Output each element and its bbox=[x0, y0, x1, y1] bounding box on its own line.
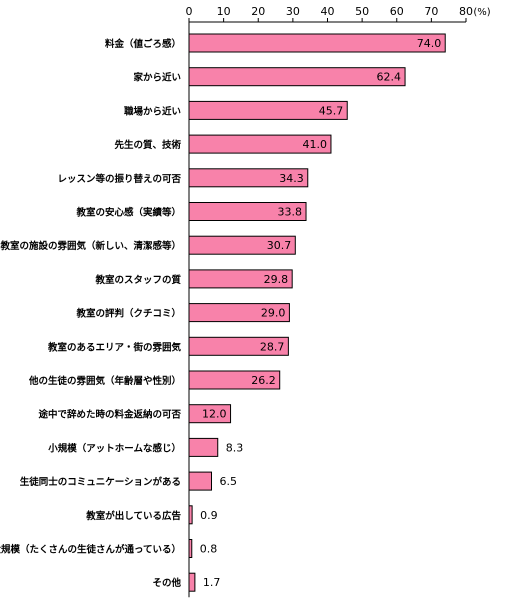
bar bbox=[188, 100, 348, 120]
category-label: 教室が出している広告 bbox=[85, 510, 181, 522]
bar-value-label: 1.7 bbox=[203, 576, 221, 589]
unit-label: (%) bbox=[473, 7, 490, 18]
bar-value-label: 28.7 bbox=[260, 340, 285, 353]
x-tick-label: 10 bbox=[217, 5, 231, 18]
x-tick-label: 70 bbox=[424, 5, 438, 18]
category-label: 教室の評判（クチコミ） bbox=[75, 308, 181, 320]
bar-value-label: 41.0 bbox=[302, 138, 327, 151]
bar bbox=[188, 202, 307, 221]
category-label: 他の生徒の雰囲気（年齢層や性別） bbox=[28, 375, 181, 387]
bar-value-label: 8.3 bbox=[226, 441, 244, 454]
category-label: 家から近い bbox=[133, 72, 181, 84]
bar bbox=[188, 471, 213, 491]
x-tick-label: 40 bbox=[321, 5, 335, 18]
bar-value-label: 62.4 bbox=[377, 71, 402, 84]
bar-value-label: 74.0 bbox=[417, 37, 442, 50]
bar-value-label: 45.7 bbox=[319, 104, 344, 117]
bar bbox=[188, 437, 219, 457]
bar bbox=[188, 67, 406, 87]
bar bbox=[188, 404, 232, 424]
bar-value-label: 30.7 bbox=[267, 239, 292, 252]
category-label: 大規模（たくさんの生徒さんが通っている） bbox=[0, 544, 181, 556]
bar-value-label: 26.2 bbox=[251, 374, 276, 387]
x-tick-label: 30 bbox=[286, 5, 300, 18]
bar-value-label: 6.5 bbox=[220, 475, 238, 488]
bar-value-label: 0.8 bbox=[200, 543, 218, 556]
x-tick-label: 0 bbox=[186, 5, 193, 18]
category-label: 教室のスタッフの質 bbox=[94, 274, 181, 286]
bar-value-label: 29.0 bbox=[261, 307, 286, 320]
bar bbox=[188, 168, 309, 188]
bar-value-label: 33.8 bbox=[278, 206, 303, 219]
x-tick-label: 20 bbox=[251, 5, 265, 18]
bars: 74.0 62.4 45.7 41.0 34.3 33.8 30.7 29.8 29.0 28.7… bbox=[188, 33, 446, 592]
category-label: 職場から近い bbox=[124, 105, 181, 117]
x-tick-label: 60 bbox=[390, 5, 404, 18]
bar bbox=[188, 134, 332, 154]
category-label: 途中で辞めた時の料金返納の可否 bbox=[38, 409, 181, 421]
bar bbox=[188, 33, 446, 53]
category-label: 小規模（アットホームな感じ） bbox=[47, 442, 181, 454]
category-labels: 料金（値ごろ感） 家から近い職場から近い先生の質、技術レッスン等の振り替えの可否教… bbox=[0, 38, 181, 589]
category-label: 生徒同士のコミュニケーションがある bbox=[20, 476, 181, 488]
bar bbox=[188, 505, 193, 525]
bar bbox=[188, 572, 196, 592]
category-label: その他 bbox=[152, 577, 181, 589]
category-label: 教室のあるエリア・街の雰囲気 bbox=[47, 341, 182, 353]
bar bbox=[188, 336, 289, 356]
bar-value-label: 29.8 bbox=[264, 273, 289, 286]
category-label: 教室の施設の雰囲気（新しい、清潔感等） bbox=[0, 240, 181, 252]
bar bbox=[188, 539, 193, 558]
bar bbox=[188, 303, 290, 323]
bar bbox=[188, 269, 293, 289]
category-label: 料金（値ごろ感） bbox=[105, 38, 181, 50]
x-tick-label: 80 bbox=[459, 5, 473, 18]
category-label: 先生の質、技術 bbox=[114, 139, 181, 151]
x-axis: 0 10 20 30 40 50 60 70 80 bbox=[186, 5, 473, 598]
x-tick-label: 50 bbox=[355, 5, 369, 18]
bar-value-label: 0.9 bbox=[200, 509, 218, 522]
bar bbox=[188, 370, 281, 390]
bar-value-label: 34.3 bbox=[279, 172, 304, 185]
bar-value-label: 12.0 bbox=[202, 408, 227, 421]
bar bbox=[188, 235, 296, 255]
category-label: 教室の安心感（実績等） bbox=[75, 207, 181, 219]
category-label: レッスン等の振り替えの可否 bbox=[57, 173, 181, 185]
